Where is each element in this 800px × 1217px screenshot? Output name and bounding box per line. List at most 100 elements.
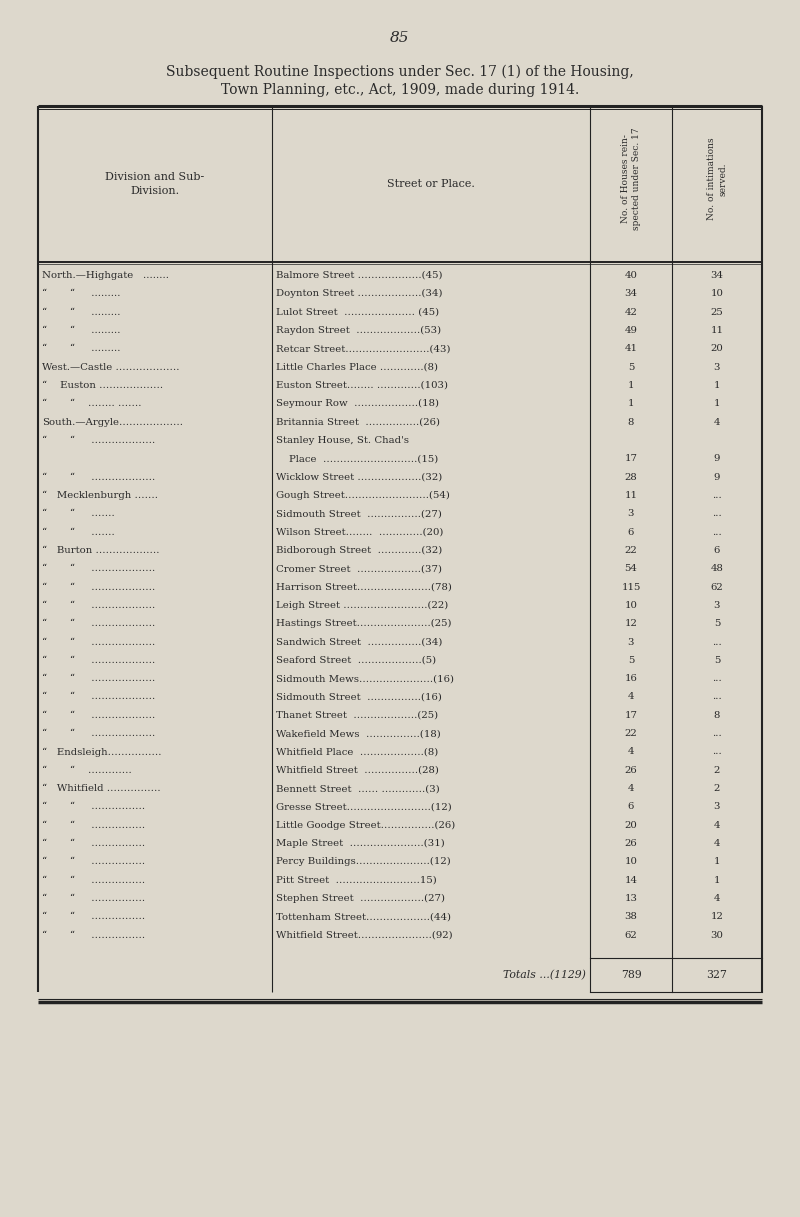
Text: 3: 3 — [628, 638, 634, 646]
Text: “       “     ……………….: “ “ ………………. — [42, 638, 155, 646]
Text: 115: 115 — [622, 583, 641, 591]
Text: “       “     ……………….: “ “ ………………. — [42, 601, 155, 610]
Text: ...: ... — [712, 638, 722, 646]
Text: 6: 6 — [628, 527, 634, 537]
Text: 16: 16 — [625, 674, 638, 683]
Text: 13: 13 — [625, 894, 638, 903]
Text: Sandwich Street  …………….(34): Sandwich Street …………….(34) — [276, 638, 442, 646]
Text: No. of intimations
served.: No. of intimations served. — [706, 138, 727, 220]
Text: Bennett Street  …… ………….(3): Bennett Street …… ………….(3) — [276, 784, 440, 793]
Text: Wakefield Mews  …………….(18): Wakefield Mews …………….(18) — [276, 729, 441, 739]
Text: “       “    ………….: “ “ …………. — [42, 765, 132, 775]
Text: Sidmouth Street  …………….(27): Sidmouth Street …………….(27) — [276, 509, 442, 518]
Text: Wicklow Street ……………….(32): Wicklow Street ……………….(32) — [276, 472, 442, 482]
Text: Sidmouth Street  …………….(16): Sidmouth Street …………….(16) — [276, 692, 442, 701]
Text: “       “     ……………….: “ “ ………………. — [42, 565, 155, 573]
Text: Thanet Street  ……………….(25): Thanet Street ……………….(25) — [276, 711, 438, 719]
Text: 26: 26 — [625, 765, 638, 775]
Text: 8: 8 — [628, 417, 634, 427]
Text: 4: 4 — [714, 417, 720, 427]
Text: West.—Castle ……………….: West.—Castle ………………. — [42, 363, 179, 371]
Text: Sidmouth Mews………………….(16): Sidmouth Mews………………….(16) — [276, 674, 454, 683]
Text: 62: 62 — [625, 931, 638, 940]
Text: 4: 4 — [628, 692, 634, 701]
Text: Pitt Street  …………………….15): Pitt Street …………………….15) — [276, 876, 437, 885]
Text: 11: 11 — [625, 490, 638, 500]
Text: 6: 6 — [628, 802, 634, 812]
Text: 12: 12 — [625, 619, 638, 628]
Text: “   Endsleigh…………….: “ Endsleigh……………. — [42, 747, 162, 757]
Text: ...: ... — [712, 692, 722, 701]
Text: Seymour Row  ……………….(18): Seymour Row ……………….(18) — [276, 399, 439, 409]
Text: “       “     ……………….: “ “ ………………. — [42, 711, 155, 719]
Text: “       “     …………….: “ “ ……………. — [42, 802, 145, 812]
Text: Totals ...(1129): Totals ...(1129) — [503, 970, 586, 980]
Text: 4: 4 — [628, 784, 634, 793]
Text: “       “     .........: “ “ ......... — [42, 290, 121, 298]
Text: 1: 1 — [714, 858, 720, 867]
Text: 41: 41 — [625, 344, 638, 353]
Text: 30: 30 — [710, 931, 723, 940]
Text: 54: 54 — [625, 565, 638, 573]
Text: ...: ... — [712, 490, 722, 500]
Text: 4: 4 — [714, 894, 720, 903]
Text: 1: 1 — [714, 876, 720, 885]
Text: Whitfield Street  …………….(28): Whitfield Street …………….(28) — [276, 765, 439, 775]
Text: 85: 85 — [390, 30, 410, 45]
Text: Little Charles Place ………….(8): Little Charles Place ………….(8) — [276, 363, 438, 371]
Text: “       “     .........: “ “ ......... — [42, 326, 121, 335]
Text: Division and Sub-
Division.: Division and Sub- Division. — [106, 172, 205, 196]
Text: 11: 11 — [710, 326, 723, 335]
Text: ...: ... — [712, 674, 722, 683]
Text: “       “     ……………….: “ “ ………………. — [42, 674, 155, 683]
Text: 2: 2 — [714, 784, 720, 793]
Text: Stephen Street  ……………….(27): Stephen Street ……………….(27) — [276, 894, 445, 903]
Text: Place  ……………………….(15): Place ……………………….(15) — [276, 454, 438, 464]
Text: Town Planning, etc., Act, 1909, made during 1914.: Town Planning, etc., Act, 1909, made dur… — [221, 83, 579, 97]
Text: Doynton Street ……………….(34): Doynton Street ……………….(34) — [276, 290, 442, 298]
Text: 9: 9 — [714, 472, 720, 482]
Text: 42: 42 — [625, 308, 638, 316]
Text: 34: 34 — [710, 271, 723, 280]
Text: Bidborough Street  ………….(32): Bidborough Street ………….(32) — [276, 546, 442, 555]
Text: “       “     .........: “ “ ......... — [42, 344, 121, 353]
Text: Gresse Street…………………….(12): Gresse Street…………………….(12) — [276, 802, 452, 812]
Text: Street or Place.: Street or Place. — [387, 179, 475, 189]
Text: 49: 49 — [625, 326, 638, 335]
Text: “   Burton ……………….: “ Burton ………………. — [42, 546, 159, 555]
Text: Stanley House, St. Chad's: Stanley House, St. Chad's — [276, 436, 409, 445]
Text: 3: 3 — [714, 363, 720, 371]
Text: 1: 1 — [628, 399, 634, 408]
Text: 26: 26 — [625, 839, 638, 848]
Text: Whitfield Street………………….(92): Whitfield Street………………….(92) — [276, 931, 453, 940]
Text: “       “     ……………….: “ “ ………………. — [42, 729, 155, 739]
Text: ...: ... — [712, 527, 722, 537]
Text: 4: 4 — [714, 839, 720, 848]
Text: Retcar Street…………………….(43): Retcar Street…………………….(43) — [276, 344, 450, 353]
Text: “       “     …………….: “ “ ……………. — [42, 894, 145, 903]
Text: Raydon Street  ……………….(53): Raydon Street ……………….(53) — [276, 326, 441, 335]
Text: “       “     …………….: “ “ ……………. — [42, 913, 145, 921]
Text: “       “     …….: “ “ ……. — [42, 509, 114, 518]
Text: “       “     ……………….: “ “ ………………. — [42, 619, 155, 628]
Text: 2: 2 — [714, 765, 720, 775]
Text: “       “     ……………….: “ “ ………………. — [42, 436, 155, 445]
Text: 5: 5 — [628, 363, 634, 371]
Text: 9: 9 — [714, 454, 720, 464]
Text: 1: 1 — [714, 381, 720, 389]
Text: 17: 17 — [625, 454, 638, 464]
Text: “       “     …………….: “ “ ……………. — [42, 839, 145, 848]
Text: “       “     ……………….: “ “ ………………. — [42, 692, 155, 701]
Text: 5: 5 — [714, 656, 720, 664]
Text: 6: 6 — [714, 546, 720, 555]
Text: 789: 789 — [621, 970, 642, 980]
Text: Balmore Street ……………….(45): Balmore Street ……………….(45) — [276, 271, 442, 280]
Text: “       “     …………….: “ “ ……………. — [42, 820, 145, 830]
Text: 40: 40 — [625, 271, 638, 280]
Text: 38: 38 — [625, 913, 638, 921]
Text: “    Euston ……………….: “ Euston ………………. — [42, 381, 163, 389]
Text: 22: 22 — [625, 729, 638, 739]
Text: ...: ... — [712, 509, 722, 518]
Text: 20: 20 — [625, 820, 638, 830]
Text: 10: 10 — [625, 858, 638, 867]
